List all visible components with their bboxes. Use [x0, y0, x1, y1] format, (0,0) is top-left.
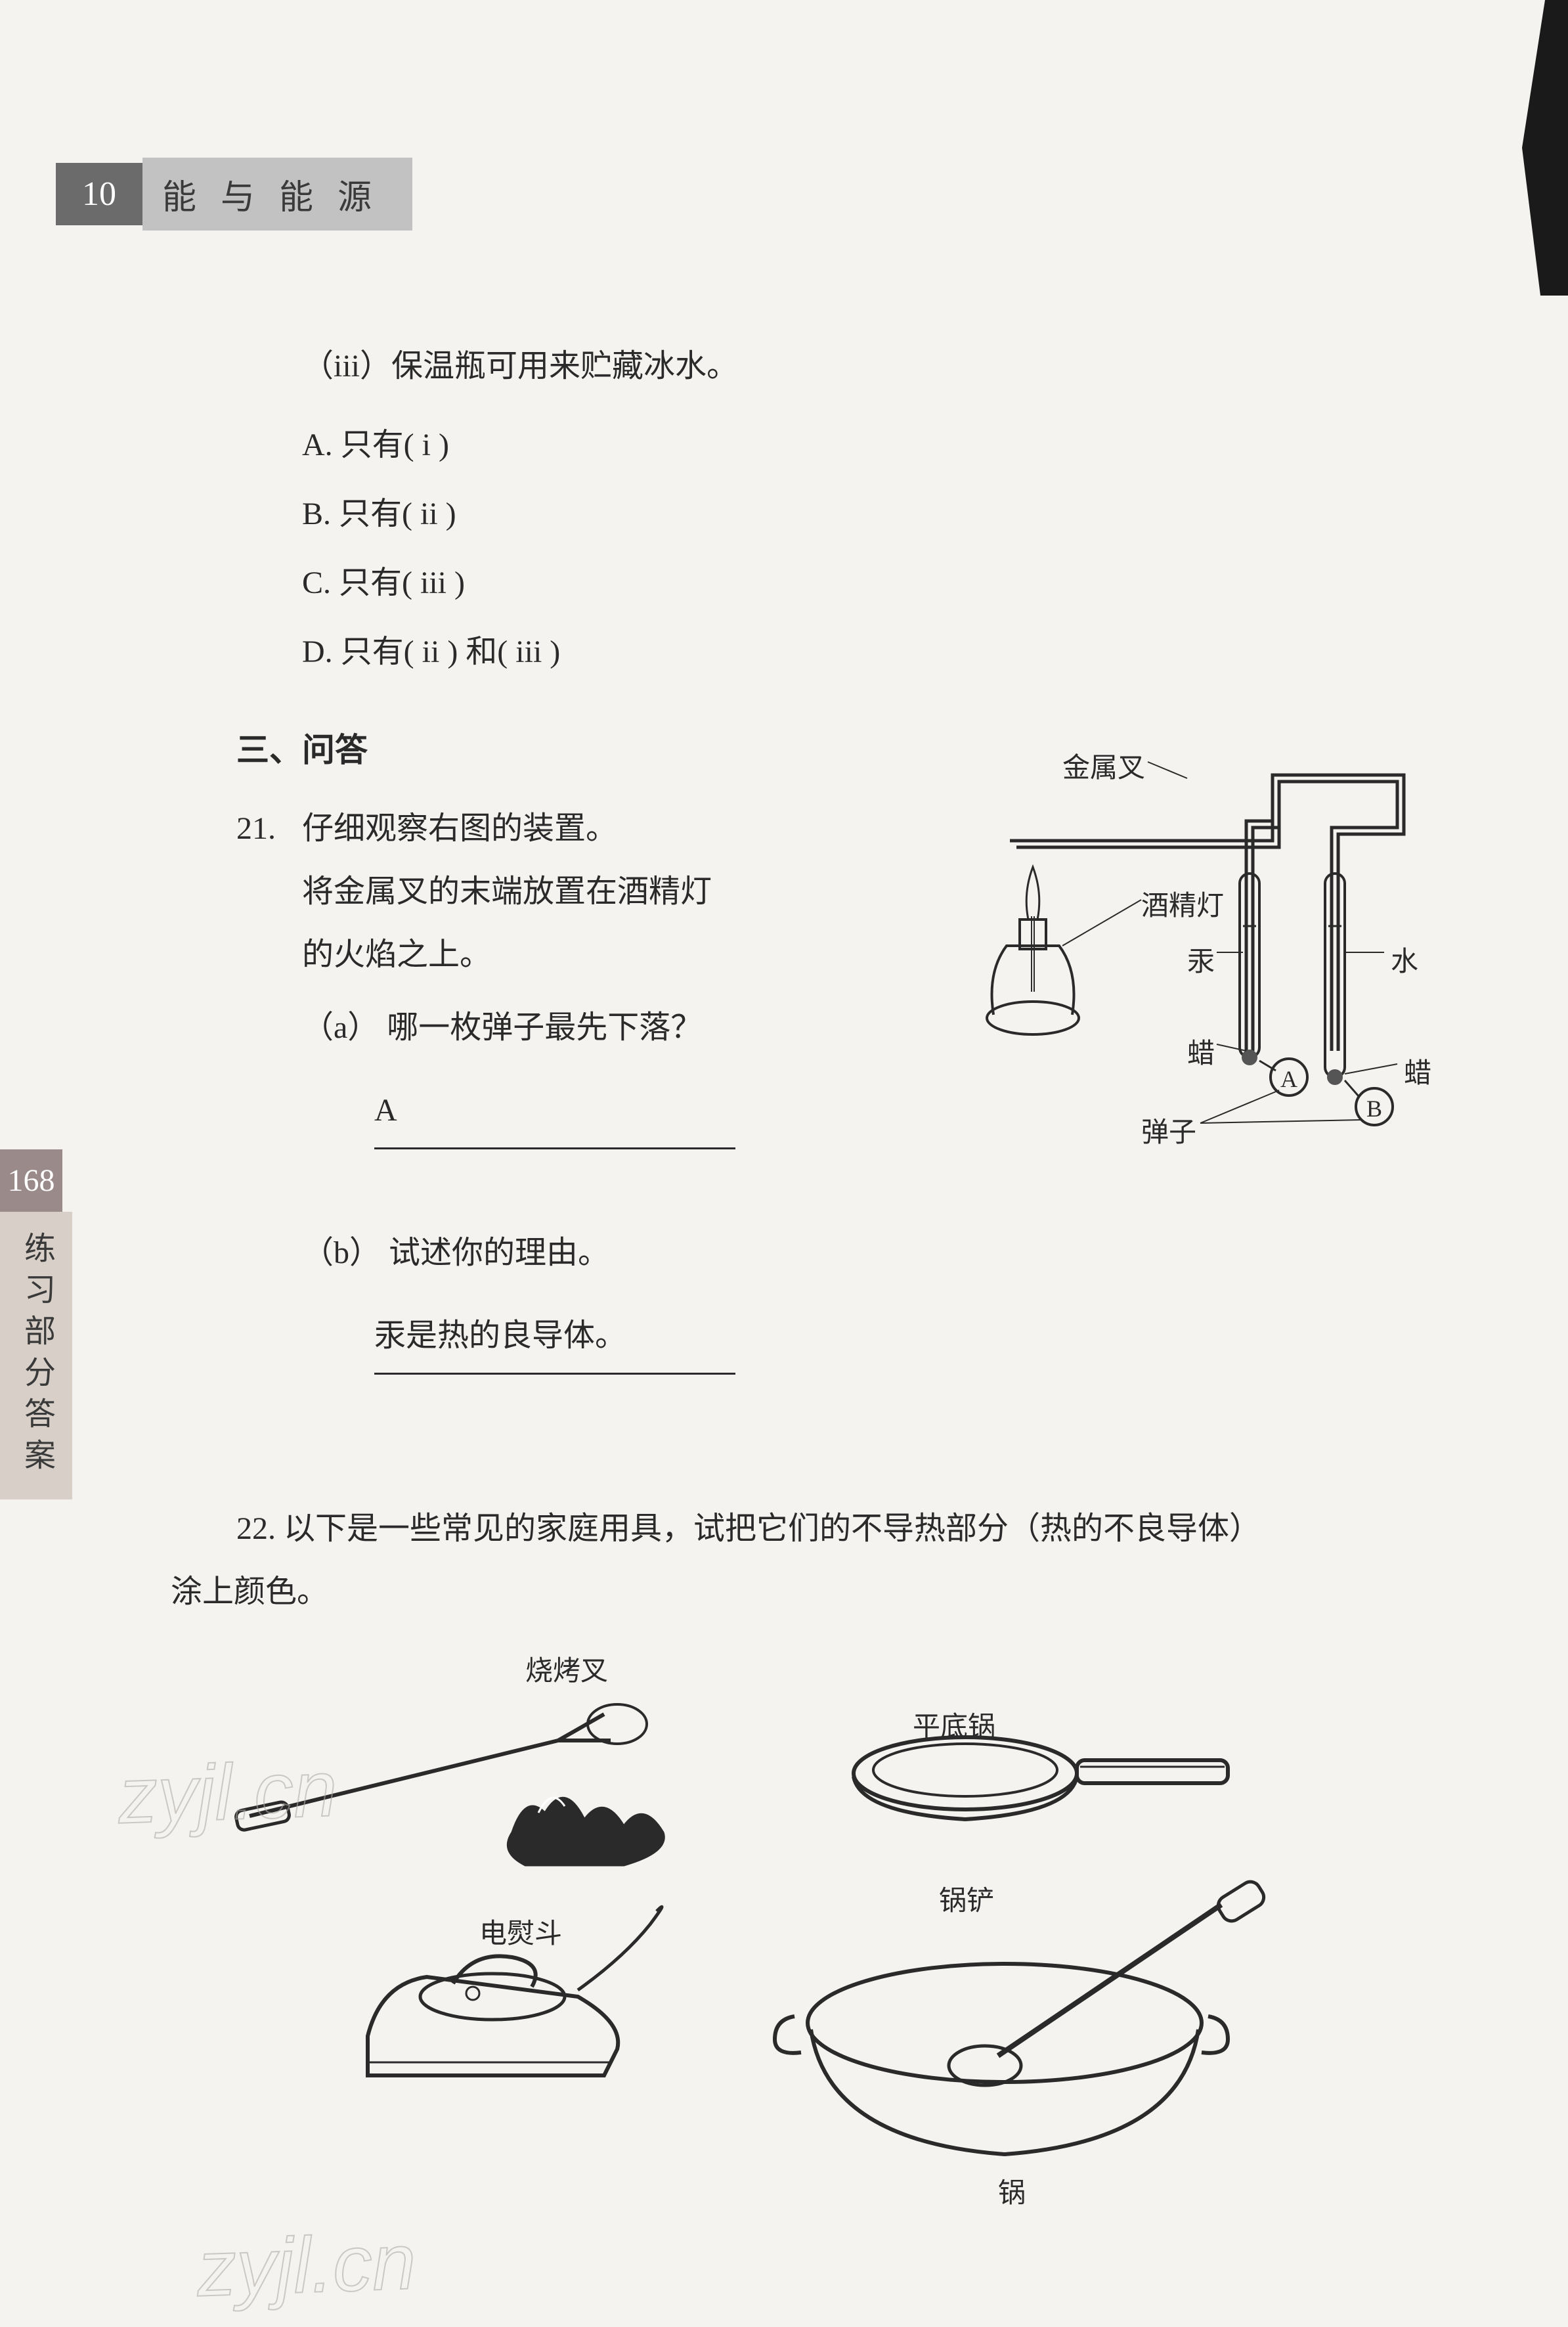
q22-text-line2: 涂上颜色。 — [171, 1561, 1484, 1624]
label-wok: 锅 — [998, 2171, 1026, 2211]
frying-pan-drawing — [854, 1737, 1228, 1819]
question-22: 22. 以下是一些常见的家庭用具，试把它们的不导热部分（热的不良导体） 涂上颜色… — [236, 1497, 1484, 1624]
q21-answer-a: A — [374, 1079, 735, 1149]
chapter-title: 能 与 能 源 — [142, 158, 412, 231]
label-mercury: 汞 — [1187, 939, 1215, 979]
option-c: C. 只有( iii ) — [302, 556, 1484, 602]
watermark-1: zyjl.cn — [117, 1743, 339, 1842]
statement-iii: （iii）保温瓶可用来贮藏冰水。 — [302, 342, 1484, 392]
watermark-2: zyjl.cn — [196, 2216, 418, 2315]
utensils-svg — [197, 1629, 1445, 2220]
label-pan: 平底锅 — [913, 1704, 995, 1744]
q21-sub-b: （b） 试述你的理由。 — [302, 1222, 1484, 1285]
marker-b-text: B — [1366, 1096, 1382, 1122]
chapter-number: 10 — [56, 163, 142, 225]
label-water: 水 — [1391, 939, 1418, 979]
option-b: B. 只有( ii ) — [302, 487, 1484, 533]
wok-spatula-drawing — [775, 1878, 1267, 2154]
label-iron: 电熨斗 — [479, 1911, 562, 1951]
page-torn-edge — [1522, 0, 1568, 296]
label-bbq-fork: 烧烤叉 — [525, 1649, 608, 1689]
q22-number: 22. — [236, 1511, 276, 1546]
page-reference-number: 168 — [0, 1149, 62, 1212]
question-20-continued: （iii）保温瓶可用来贮藏冰水。 A. 只有( i ) B. 只有( ii ) … — [302, 342, 1484, 671]
option-d: D. 只有( ii ) 和( iii ) — [302, 625, 1484, 671]
marker-a-text: A — [1280, 1066, 1297, 1092]
utensils-section: 烧烤叉 平底锅 电熨斗 锅铲 锅 — [197, 1629, 1445, 2220]
option-a: A. 只有( i ) — [302, 418, 1484, 464]
label-spatula: 锅铲 — [939, 1878, 994, 1918]
page-header: 10 能 与 能 源 — [56, 158, 412, 231]
label-marble: 弹子 — [1141, 1110, 1196, 1150]
side-tab-label: 练习部分答案 — [0, 1212, 72, 1499]
q21-answer-b: 汞是热的良导体。 — [374, 1304, 735, 1375]
apparatus-diagram: A B 金属叉 酒精灯 汞 水 蜡 蜡 弹子 — [925, 742, 1450, 1163]
label-fork: 金属叉 — [1062, 745, 1145, 786]
q22-text: 以下是一些常见的家庭用具，试把它们的不导热部分（热的不良导体） — [284, 1511, 1261, 1546]
side-tab: 168 练习部分答案 — [0, 1149, 62, 1499]
label-lamp: 酒精灯 — [1141, 883, 1224, 923]
label-wax1: 蜡 — [1187, 1031, 1215, 1071]
q21-number: 21. — [236, 797, 302, 1407]
label-wax2: 蜡 — [1404, 1051, 1431, 1091]
